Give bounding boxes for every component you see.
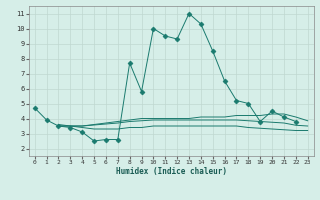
X-axis label: Humidex (Indice chaleur): Humidex (Indice chaleur) xyxy=(116,167,227,176)
